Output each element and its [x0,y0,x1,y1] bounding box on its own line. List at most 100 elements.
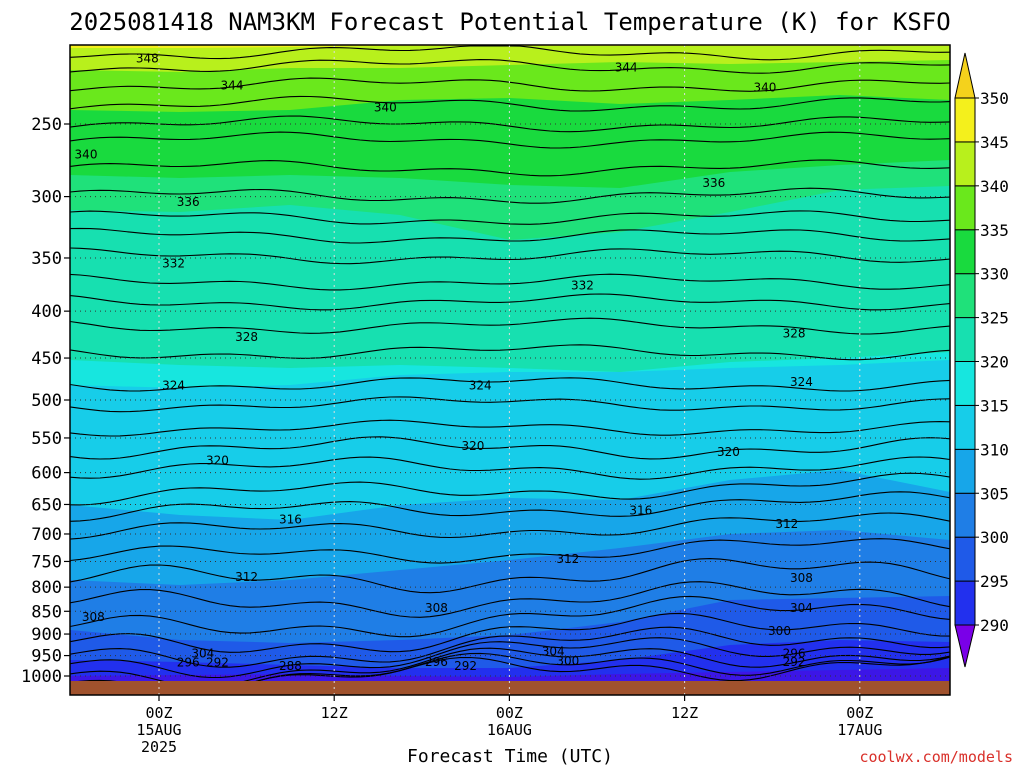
grid-lines [70,45,950,695]
x-tick-label: 15AUG [136,721,181,739]
contour-label: 300 [768,624,791,638]
contour-line [70,273,950,291]
colorbar-swatch [954,97,976,143]
contour-label: 288 [279,659,302,673]
contour-label: 320 [206,453,229,467]
x-tick-label: 00Z [846,704,873,722]
x-tick-label: 12Z [671,704,698,722]
x-tick-label: 16AUG [487,721,532,739]
contour-line [70,612,950,653]
contour-line [70,419,950,437]
contour-line [70,210,950,225]
colorbar-tick-label: 345 [980,133,1009,152]
contour-line [70,456,950,480]
contour-line [70,95,950,112]
contour-line [70,115,950,133]
colorbar-swatch [954,185,976,231]
y-tick-label: 450 [31,349,62,369]
contour-label: 332 [162,257,185,271]
y-tick-label: 800 [31,578,62,598]
ground-strip [70,681,950,695]
contour-line [70,131,950,149]
contour-label: 336 [702,176,725,190]
contour-label: 332 [571,278,594,292]
x-tick-label: 2025 [141,738,177,756]
credit-text: coolwx.com/models [859,748,1013,766]
y-tick-label: 700 [31,525,62,545]
plot-area: 348 348 344 344 340 340 340 336 336 332 332 328 328 3… [70,45,950,695]
contour-line [70,344,950,361]
colorbar-swatch [954,536,976,582]
contour-line [70,187,950,204]
colorbar-tick-label: 330 [980,265,1009,284]
y-tick-label: 950 [31,647,62,667]
contour-lines [70,45,950,695]
y-tick-label: 850 [31,602,62,622]
y-tick-label: 300 [31,188,62,208]
contour-label: 324 [162,378,185,392]
contour-label: 300 [556,654,579,668]
contour-label: 304 [790,601,813,615]
contour-label: 312 [556,552,579,566]
contour-label: 292 [206,656,229,670]
contour-label: 296 [177,656,200,670]
contour-label: 324 [469,378,492,392]
contour-line [70,247,950,265]
colorbar-swatch [954,141,976,187]
colorbar-tick-label: 315 [980,396,1009,415]
x-tick-label: 12Z [321,704,348,722]
y-axis: 250 300 350 400 450 500 550 600 650 700 750 800 850 9… [21,115,70,687]
contour-label: 316 [629,504,652,518]
contour-label: 340 [75,148,98,162]
contour-label: 312 [235,570,258,584]
contour-label: 324 [790,375,813,389]
contour-label: 304 [542,644,565,658]
contour-line [70,293,950,311]
y-tick-label: 350 [31,249,62,269]
contour-label: 340 [753,80,776,94]
contour-label: 320 [461,439,484,453]
colorbar-swatch [954,492,976,538]
contour-line [70,59,950,74]
contour-label: 308 [82,610,105,624]
contour-line [70,637,950,679]
contour-line [70,317,950,335]
y-tick-label: 500 [31,391,62,411]
colorbar-swatch [954,317,976,363]
contour-label: 344 [615,61,638,75]
x-tick-label: 00Z [145,704,172,722]
y-tick-label: 250 [31,115,62,135]
y-tick-label: 550 [31,429,62,449]
contour-line [70,538,950,564]
colorbar-swatch [954,580,976,626]
contour-label: 292 [783,655,806,669]
colorbar: 290 295 300 305 310 315 320 325 330 335 340 345 350 [954,52,1009,668]
contour-label: 292 [454,659,477,673]
contour-labels: 348 348 344 344 340 340 340 336 336 332 332 328 328 3… [75,45,813,673]
colorbar-tick-label: 305 [980,484,1009,503]
contour-line [70,472,950,506]
colorbar-tick-label: 325 [980,309,1009,328]
contour-label: 328 [783,326,806,340]
colorbar-swatch [954,229,976,275]
contour-label: 296 [425,655,448,669]
contour-line [70,377,950,392]
colorbar-swatch [954,273,976,319]
y-tick-label: 1000 [21,667,62,687]
y-tick-label: 750 [31,552,62,572]
contour-label: 308 [425,601,448,615]
contour-label: 312 [775,517,798,531]
contour-line [70,595,950,638]
x-axis-label: Forecast Time (UTC) [407,746,613,767]
colorbar-tick-label: 295 [980,572,1009,591]
x-tick-label: 00Z [496,704,523,722]
colorbar-tick-label: 335 [980,221,1009,240]
y-tick-label: 650 [31,495,62,515]
contour-line [70,227,950,244]
contour-line [70,77,950,92]
contour-label: 340 [374,101,397,115]
contour-label: 320 [717,445,740,459]
colorbar-swatch [954,448,976,494]
